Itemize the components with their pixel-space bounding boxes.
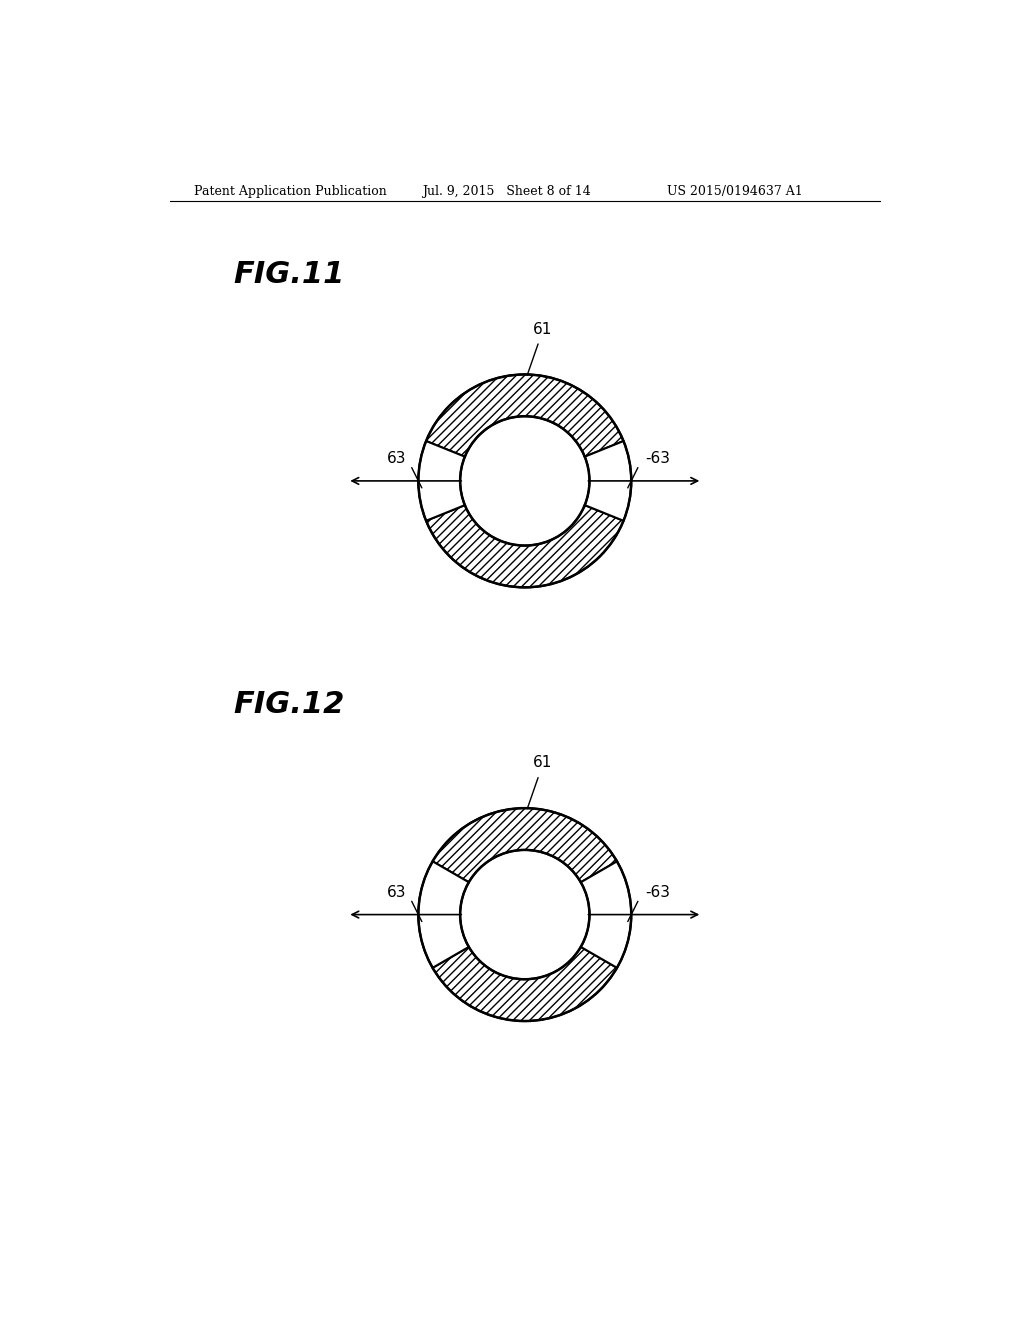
Text: -63: -63 bbox=[645, 451, 671, 466]
Wedge shape bbox=[585, 441, 631, 521]
Wedge shape bbox=[426, 375, 624, 457]
Text: 61: 61 bbox=[532, 755, 552, 771]
Wedge shape bbox=[581, 862, 631, 968]
Text: 61: 61 bbox=[532, 322, 552, 337]
Wedge shape bbox=[426, 506, 624, 587]
Wedge shape bbox=[432, 808, 617, 882]
Text: 63: 63 bbox=[387, 451, 407, 466]
Wedge shape bbox=[432, 946, 617, 1022]
Text: FIG.11: FIG.11 bbox=[233, 260, 344, 289]
Text: Patent Application Publication: Patent Application Publication bbox=[194, 185, 386, 198]
Text: Jul. 9, 2015   Sheet 8 of 14: Jul. 9, 2015 Sheet 8 of 14 bbox=[422, 185, 591, 198]
Text: FIG.12: FIG.12 bbox=[233, 690, 344, 719]
Text: -63: -63 bbox=[645, 884, 671, 900]
Text: 63: 63 bbox=[387, 884, 407, 900]
Wedge shape bbox=[419, 441, 465, 521]
Wedge shape bbox=[419, 862, 469, 968]
Text: US 2015/0194637 A1: US 2015/0194637 A1 bbox=[667, 185, 803, 198]
